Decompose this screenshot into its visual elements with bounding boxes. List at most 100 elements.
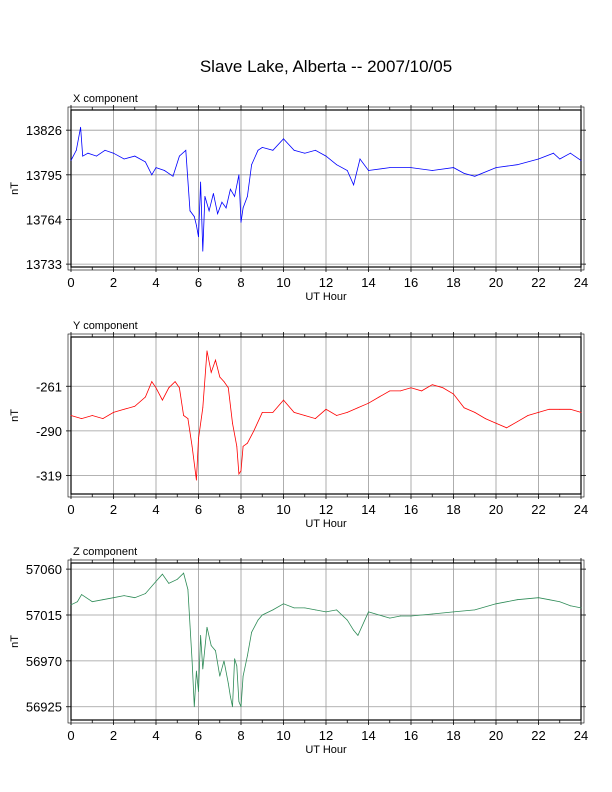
x-tick-label: 14 bbox=[361, 728, 375, 743]
data-point bbox=[134, 155, 136, 157]
x-tick-label: 12 bbox=[319, 728, 333, 743]
data-point bbox=[261, 147, 263, 148]
data-point bbox=[195, 479, 197, 481]
data-point bbox=[453, 611, 454, 613]
data-point bbox=[314, 418, 316, 419]
data-point bbox=[70, 415, 72, 416]
data-point bbox=[113, 597, 114, 599]
data-point bbox=[189, 210, 191, 212]
data-point bbox=[123, 158, 125, 160]
data-point bbox=[257, 619, 259, 621]
x-tick-label: 8 bbox=[237, 728, 244, 743]
data-point bbox=[474, 175, 476, 177]
data-point bbox=[161, 573, 163, 575]
data-point bbox=[442, 387, 444, 389]
data-point bbox=[251, 164, 253, 166]
data-point bbox=[293, 149, 295, 151]
data-point bbox=[155, 167, 157, 169]
data-point bbox=[548, 408, 550, 410]
data-point bbox=[206, 626, 208, 628]
data-point bbox=[144, 161, 146, 163]
x-tick-label: 22 bbox=[531, 502, 545, 517]
panel-label: Y component bbox=[73, 320, 138, 332]
data-point bbox=[172, 175, 174, 177]
data-point bbox=[569, 408, 571, 410]
data-point bbox=[580, 412, 582, 413]
data-point bbox=[238, 473, 240, 475]
data-point bbox=[102, 418, 104, 419]
x-tick-label: 6 bbox=[195, 728, 202, 743]
data-point bbox=[198, 691, 199, 692]
x-tick-label: 10 bbox=[276, 275, 290, 290]
data-point bbox=[227, 682, 229, 684]
series-line bbox=[70, 350, 582, 481]
data-point bbox=[463, 172, 465, 174]
panel-3: 0 2 4 6 8 10 12 14 16 18 20 22 245706057015569705692… bbox=[9, 546, 588, 756]
x-axis-label: UT Hour bbox=[305, 291, 347, 303]
data-point bbox=[183, 572, 185, 574]
panel-label: Z component bbox=[73, 546, 137, 558]
data-point bbox=[151, 381, 153, 383]
x-tick-label: 14 bbox=[361, 275, 375, 290]
data-point bbox=[495, 603, 497, 605]
data-point bbox=[178, 387, 180, 389]
data-point bbox=[174, 381, 176, 383]
y-tick-label: 13826 bbox=[26, 123, 62, 138]
data-point bbox=[336, 415, 338, 416]
y-tick-label: 13795 bbox=[26, 168, 62, 183]
x-tick-label: 20 bbox=[489, 502, 503, 517]
plot-frame-outer bbox=[67, 106, 585, 271]
x-tick-label: 24 bbox=[574, 275, 588, 290]
plot-frame-outer bbox=[67, 333, 585, 498]
data-point bbox=[217, 213, 219, 215]
plot-frame bbox=[70, 109, 582, 268]
data-point bbox=[123, 595, 125, 597]
data-point bbox=[144, 593, 146, 594]
data-point bbox=[210, 645, 212, 646]
data-point bbox=[229, 188, 231, 190]
data-point bbox=[187, 418, 189, 419]
x-tick-label: 2 bbox=[110, 502, 117, 517]
data-point bbox=[389, 390, 391, 392]
y-tick-label: -290 bbox=[36, 424, 62, 439]
x-tick-label: 4 bbox=[152, 728, 159, 743]
data-point bbox=[234, 658, 236, 660]
data-point bbox=[293, 607, 295, 609]
data-point bbox=[113, 152, 114, 154]
data-point bbox=[527, 415, 529, 416]
data-point bbox=[516, 164, 518, 166]
x-tick-label: 8 bbox=[237, 275, 244, 290]
data-point bbox=[178, 155, 180, 157]
data-point bbox=[506, 427, 508, 429]
data-point bbox=[240, 470, 242, 472]
data-point bbox=[223, 381, 225, 383]
data-point bbox=[215, 359, 216, 361]
data-point bbox=[236, 665, 238, 667]
data-point bbox=[191, 660, 193, 662]
data-point bbox=[246, 655, 248, 657]
data-point bbox=[548, 599, 550, 601]
data-point bbox=[261, 614, 263, 616]
data-point bbox=[176, 578, 178, 580]
data-point bbox=[389, 167, 391, 169]
data-point bbox=[236, 445, 238, 447]
data-point bbox=[336, 609, 338, 611]
data-point bbox=[421, 390, 423, 392]
x-axis-label: UT Hour bbox=[305, 744, 347, 756]
data-point bbox=[246, 442, 248, 444]
x-tick-label: 12 bbox=[319, 502, 333, 517]
data-point bbox=[198, 236, 199, 238]
x-tick-label: 14 bbox=[361, 502, 375, 517]
data-point bbox=[559, 158, 561, 160]
x-tick-label: 12 bbox=[319, 275, 333, 290]
data-point bbox=[242, 445, 244, 447]
x-tick-label: 6 bbox=[195, 502, 202, 517]
data-point bbox=[569, 152, 571, 154]
data-point bbox=[134, 405, 136, 407]
y-tick-label: 57015 bbox=[26, 608, 62, 623]
data-point bbox=[191, 445, 193, 447]
data-point bbox=[96, 155, 97, 157]
data-point bbox=[359, 158, 361, 160]
x-tick-label: 0 bbox=[67, 275, 74, 290]
data-point bbox=[202, 668, 204, 670]
